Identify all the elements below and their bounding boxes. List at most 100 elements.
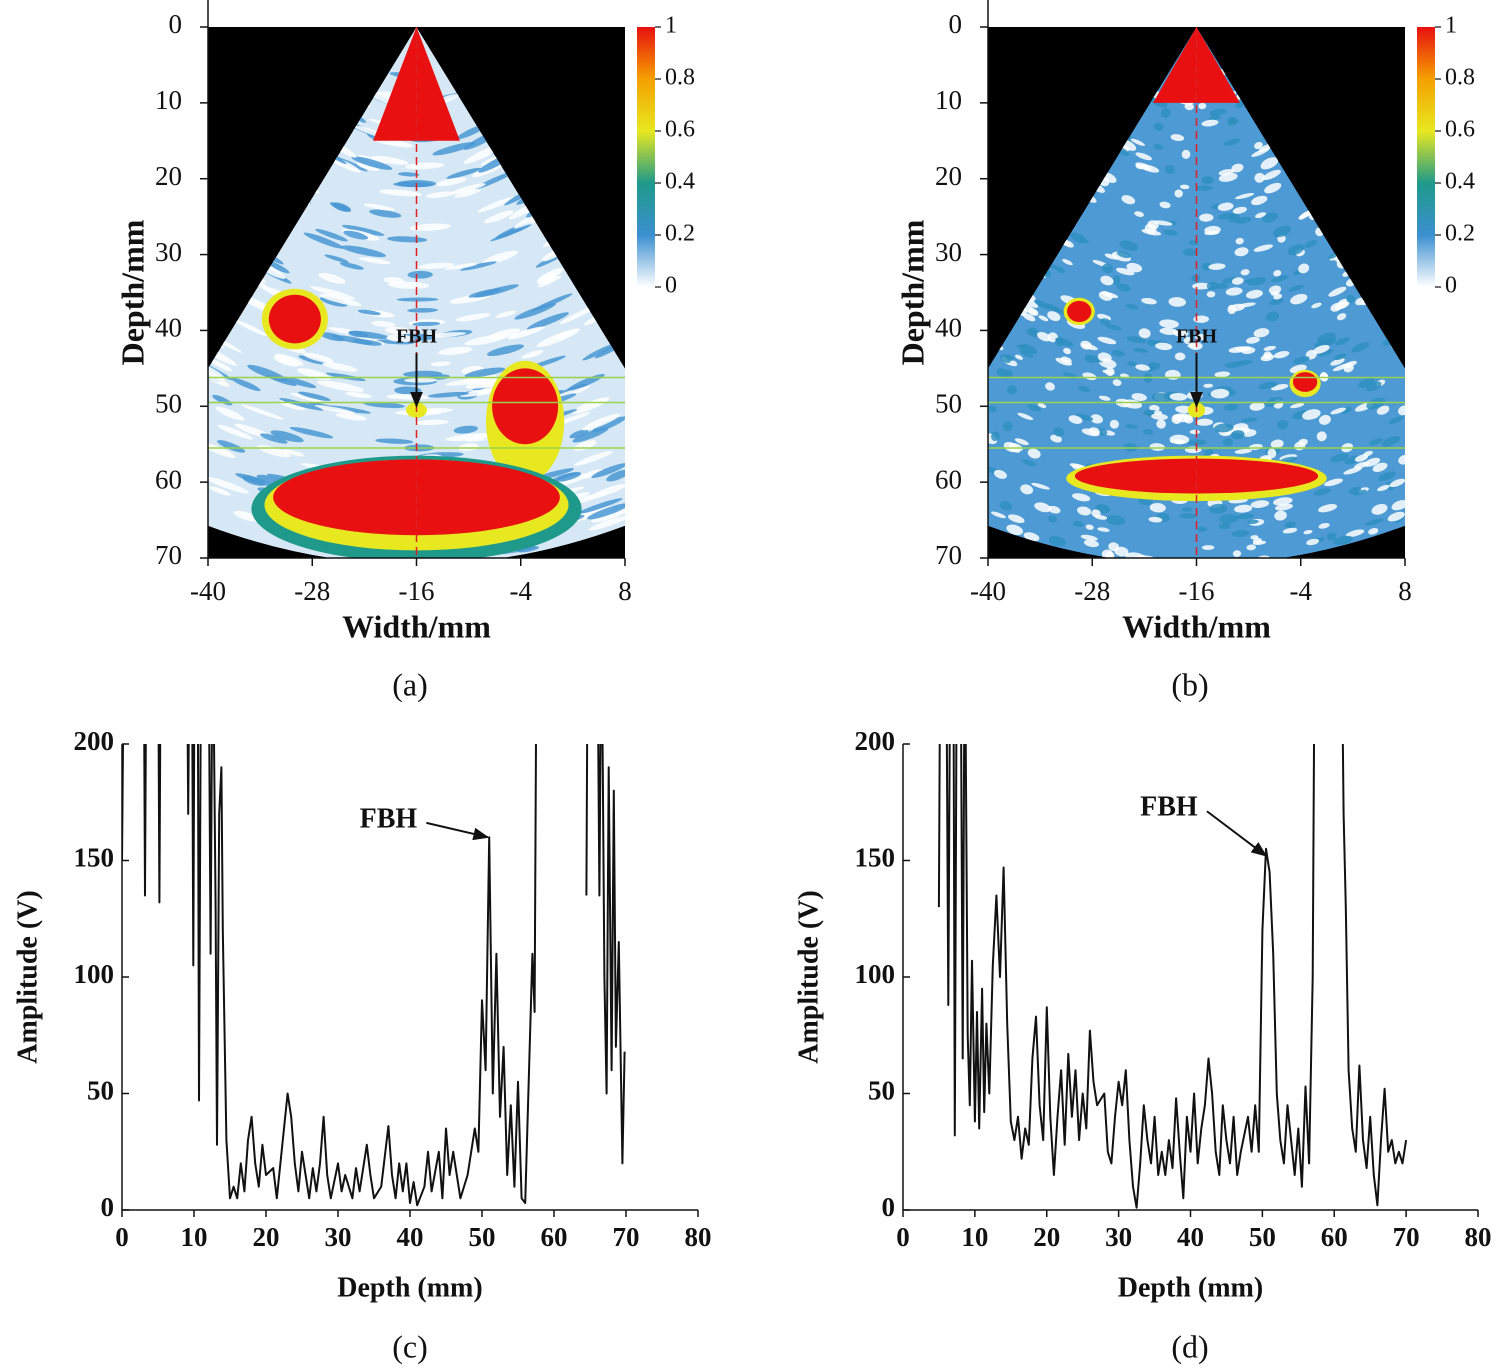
speckle [1171,567,1186,573]
speckle [1069,463,1085,469]
speckle [1345,529,1365,538]
x-tick-label: -28 [1074,576,1110,606]
speckle [1097,527,1110,532]
speckle [281,376,317,389]
speckle [1330,453,1349,463]
speckle [1080,340,1092,350]
speckle [1258,381,1278,390]
speckle [396,297,439,302]
speckle [298,355,328,365]
speckle [1181,149,1191,159]
speckle [407,307,438,313]
speckle [1023,532,1040,542]
speckle [1218,169,1234,176]
speckle [1318,349,1334,357]
speckle [1234,360,1253,366]
speckle [1140,164,1160,173]
speckle [1139,564,1154,572]
speckle [303,232,344,249]
speckle [1045,382,1055,391]
speckle [1184,415,1194,424]
speckle [1125,552,1146,558]
speckle [233,319,268,337]
speckle [1038,315,1049,322]
speckle [1346,294,1355,304]
annotation: FBH [360,803,418,834]
speckle [559,304,599,325]
y-tick-label: 30 [155,237,182,267]
x-tick-label: 20 [253,1222,280,1252]
speckle [1090,414,1103,424]
speckle [1290,403,1305,409]
speckle [1119,240,1139,251]
y-tick-label: 20 [935,161,962,191]
speckle [449,183,486,195]
speckle [1318,522,1330,529]
speckle [1116,267,1135,276]
speckle [1203,383,1214,388]
x-tick-label: 30 [1105,1222,1132,1252]
speckle [1037,332,1051,342]
speckle [483,210,514,224]
speckle [297,391,331,401]
y-tick-label: 0 [101,1192,115,1222]
speckle [404,377,438,383]
speckle [1084,357,1096,363]
speckle [1336,313,1347,321]
speckle [310,286,355,300]
speckle [1101,291,1119,299]
speckle [1264,182,1282,194]
speckle [1204,449,1214,455]
speckle [1186,439,1207,446]
speckle [1081,428,1100,437]
speckle [536,328,580,348]
speckle [1292,356,1310,364]
speckle [1219,522,1232,530]
speckle [1333,535,1353,546]
speckle [1366,381,1382,392]
y-axis-label: Depth/mm [114,219,150,365]
speckle [569,429,589,439]
speckle [1027,404,1041,412]
speckle [252,564,292,578]
speckle [1260,157,1279,170]
speckle [606,469,625,482]
speckle [404,162,445,170]
speckle [1263,345,1277,351]
speckle [1371,503,1388,515]
speckle [1184,103,1194,111]
speckle [1126,262,1143,273]
speckle [363,401,406,409]
speckle [1234,504,1253,513]
speckle [1251,195,1268,206]
speckle [1208,115,1221,121]
speckle [1138,328,1151,339]
speckle [1149,503,1166,513]
speckle [1358,377,1375,388]
y-tick-label: 100 [74,959,115,989]
y-axis-label: Depth/mm [894,219,930,365]
speckle [1381,436,1401,447]
speckle [1195,185,1213,191]
annotation: FBH [1176,326,1218,348]
x-tick-label: 50 [1249,1222,1276,1252]
speckle [1214,371,1231,378]
speckle [1097,336,1117,345]
speckle [1112,350,1125,357]
speckle [1246,544,1256,551]
speckle [1018,563,1037,575]
speckle [387,281,430,289]
data-line [937,744,1408,1209]
colorbar-tick-label: 0 [1445,273,1457,299]
image-panel [988,27,1405,575]
speckle [445,433,491,442]
speckle [282,449,304,457]
y-tick-label: 200 [74,726,115,756]
speckle [1265,311,1280,322]
speckle [1022,313,1036,322]
speckle [482,250,518,265]
speckle [1164,165,1175,174]
speckle [526,312,569,330]
speckle [1198,102,1207,110]
speckle [988,562,1009,575]
